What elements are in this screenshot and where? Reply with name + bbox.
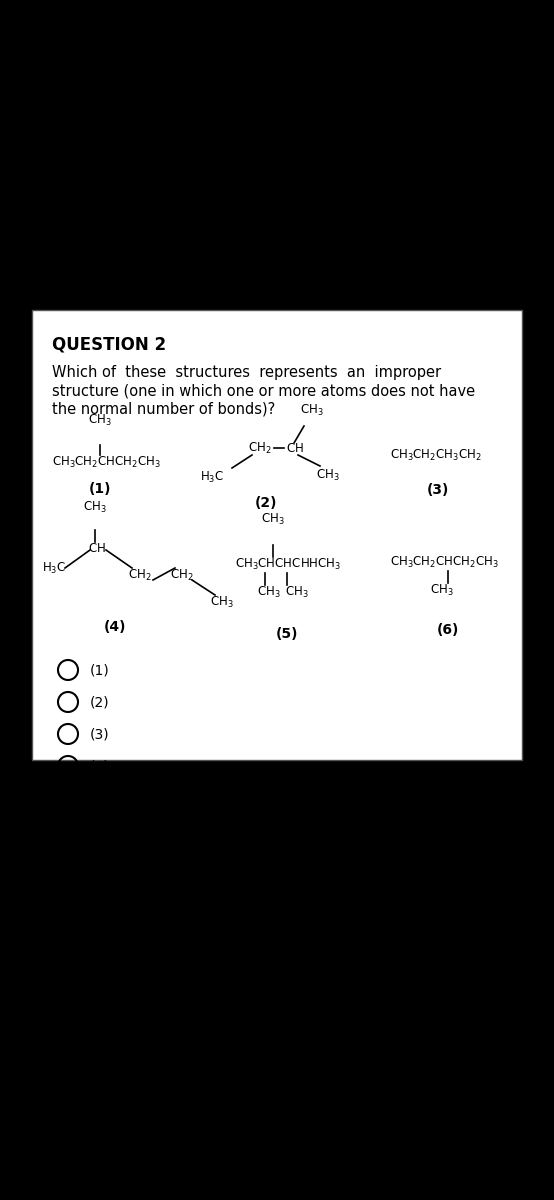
Text: (4): (4) xyxy=(104,620,126,634)
Text: $\mathregular{CH_3}$: $\mathregular{CH_3}$ xyxy=(261,512,285,527)
Text: $\mathregular{CH}$: $\mathregular{CH}$ xyxy=(88,542,106,554)
Text: $\mathregular{CH_3}$: $\mathregular{CH_3}$ xyxy=(257,584,281,600)
Text: $\mathregular{CH_3CH_2CHCH_2CH_3}$: $\mathregular{CH_3CH_2CHCH_2CH_3}$ xyxy=(52,455,161,470)
Text: (5): (5) xyxy=(90,791,110,805)
Text: $\mathregular{CH_2}$: $\mathregular{CH_2}$ xyxy=(170,568,193,583)
Text: $\mathregular{CH_3CH_2CH_3CH_2}$: $\mathregular{CH_3CH_2CH_3CH_2}$ xyxy=(390,448,482,462)
Text: $\mathregular{H_3C}$: $\mathregular{H_3C}$ xyxy=(42,560,66,576)
Text: $\mathregular{CH}$: $\mathregular{CH}$ xyxy=(286,442,304,455)
Text: $\mathregular{H_3C}$: $\mathregular{H_3C}$ xyxy=(200,470,224,485)
Text: $\mathregular{CH_3}$: $\mathregular{CH_3}$ xyxy=(430,583,454,598)
Text: (6): (6) xyxy=(90,823,110,838)
Text: the normal number of bonds)?: the normal number of bonds)? xyxy=(52,401,275,416)
Text: (3): (3) xyxy=(427,482,449,497)
Text: (4): (4) xyxy=(90,758,110,773)
Text: (5): (5) xyxy=(276,626,298,641)
Text: $\mathregular{CH_3CHCHCHHCH_3}$: $\mathregular{CH_3CHCHCHHCH_3}$ xyxy=(235,557,341,572)
Text: (2): (2) xyxy=(255,496,277,510)
Text: $\mathregular{CH_3}$: $\mathregular{CH_3}$ xyxy=(83,500,107,515)
Text: $\mathregular{CH_3}$: $\mathregular{CH_3}$ xyxy=(210,595,234,610)
Text: (6): (6) xyxy=(437,623,459,637)
Text: Which of  these  structures  represents  an  improper: Which of these structures represents an … xyxy=(52,365,441,380)
Text: $\mathregular{CH_2}$: $\mathregular{CH_2}$ xyxy=(248,440,271,456)
Text: $\mathregular{CH_3}$: $\mathregular{CH_3}$ xyxy=(316,468,340,484)
Text: $\mathregular{CH_2}$: $\mathregular{CH_2}$ xyxy=(128,568,152,583)
Text: (3): (3) xyxy=(90,727,110,740)
Text: $\mathregular{CH_3}$: $\mathregular{CH_3}$ xyxy=(285,584,309,600)
Text: (1): (1) xyxy=(89,482,111,496)
Bar xyxy=(32,310,522,760)
Text: QUESTION 2: QUESTION 2 xyxy=(52,335,166,353)
Text: $\mathregular{CH_3CH_2CHCH_2CH_3}$: $\mathregular{CH_3CH_2CHCH_2CH_3}$ xyxy=(390,554,499,570)
Text: (2): (2) xyxy=(90,695,110,709)
Text: (1): (1) xyxy=(90,662,110,677)
Text: $\mathregular{CH_3}$: $\mathregular{CH_3}$ xyxy=(300,403,324,418)
Text: structure (one in which one or more atoms does not have: structure (one in which one or more atom… xyxy=(52,383,475,398)
Text: $\mathregular{CH_3}$: $\mathregular{CH_3}$ xyxy=(88,413,112,428)
